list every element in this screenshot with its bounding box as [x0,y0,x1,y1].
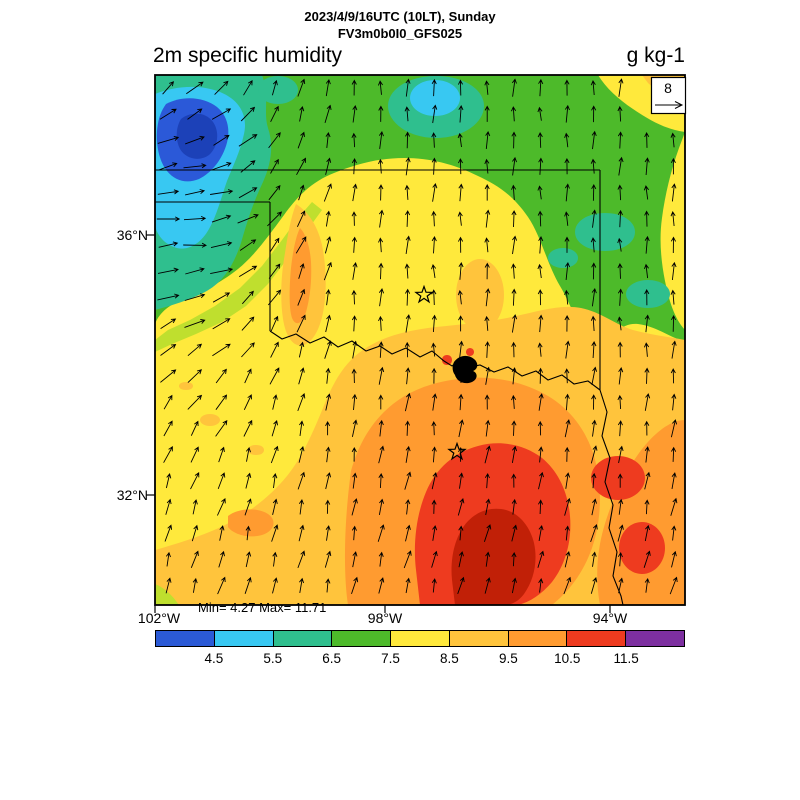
contour-band [155,584,179,605]
lon-label-102w: 102°W [137,610,181,626]
colorbar-labels: 4.5 5.5 6.5 7.5 8.5 9.5 10.5 11.5 [155,651,685,667]
map-frame [154,74,686,606]
contour-band [200,414,220,426]
colorbar-tick-label: 9.5 [498,651,518,666]
contour-band [575,213,635,251]
lon-label-94w: 94°W [592,610,628,626]
lon-label-98w: 98°W [367,610,403,626]
red-river-border [269,330,601,391]
contour-band [289,228,312,324]
state-borders [155,169,624,605]
page-title: 2m specific humidity [153,44,343,67]
header-model: FV3m0b0I0_GFS025 [337,26,463,41]
humidity-field [155,75,685,605]
city-markers-layer [414,284,467,461]
texas-louisiana-border [599,389,624,605]
contour-band [410,80,460,116]
colorbar-segment [508,631,568,646]
colorbar-segment [332,631,392,646]
colorbar-tick-label: 8.5 [440,651,459,666]
contour-band [248,445,264,455]
wind-arrows [156,78,678,595]
colorbar-tick-label: 4.5 [204,651,224,666]
contour-band [258,76,298,104]
colorbar-segment [214,631,274,646]
colorbar-segment [156,631,215,646]
colorbar-segment [626,631,685,646]
wind-legend-box [650,76,687,115]
city-star-marker [414,284,434,304]
contour-band [442,355,452,365]
colorbar-segment [567,631,627,646]
lat-label-36n: 36°N [116,227,148,243]
colorbar-segment [391,631,450,646]
units-label: g kg-1 [626,44,685,67]
colorbar-tick-label: 10.5 [554,651,581,666]
colorbar-tick-label: 7.5 [381,651,400,666]
minmax-stats: Min= 4.27 Max= 11.71 [198,600,327,615]
colorbar-tick-label: 5.5 [263,651,283,666]
wind-reference-legend: 8 [650,76,687,115]
colorbar-segment [273,631,333,646]
colorbar-tick-label: 11.5 [613,651,639,666]
axis-ticks [146,234,611,613]
contour-band [179,382,193,390]
contour-band [466,348,474,356]
wind-legend-value: 8 [664,80,672,96]
contour-band [456,259,504,331]
lat-label-32n: 32°N [116,487,148,503]
contour-band [597,420,685,605]
contour-band [228,509,274,537]
colorbar [155,630,685,647]
colorbar-tick-label: 6.5 [322,651,342,666]
header-datetime: 2023/4/9/16UTC (10LT), Sunday [304,9,496,24]
wind-arrows-layer [156,78,678,595]
contour-band [548,248,578,268]
contour-band [626,280,670,308]
contour-band [176,113,218,159]
city-star-marker [447,441,467,461]
contour-band [155,75,685,342]
lake-texoma [452,355,478,384]
colorbar-segment [449,631,509,646]
contour-band [660,132,685,330]
contour-band [619,522,665,574]
wind-legend-arrowhead [674,101,684,109]
